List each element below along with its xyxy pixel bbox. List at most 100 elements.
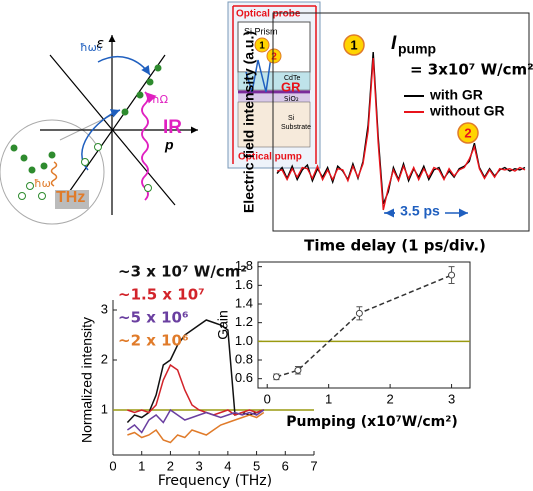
marker-label: 1 — [259, 41, 265, 52]
data-point — [355, 309, 363, 317]
substrate — [237, 101, 311, 148]
y-axis-label: Gain — [215, 310, 231, 340]
y-tick-label: 0.6 — [235, 370, 253, 385]
x-tick-label: 6 — [282, 458, 289, 473]
substrate-label: Substrate — [281, 124, 311, 131]
hole — [18, 192, 26, 200]
y-tick-label: 1 — [101, 401, 108, 416]
trend-line — [276, 274, 452, 378]
thz-photon-label: ħω — [34, 177, 51, 190]
energy-label: ε — [96, 36, 104, 52]
legend-label: with GR — [429, 87, 483, 103]
legend-label: ~5 x 10⁶ — [118, 309, 189, 327]
cdte-label: CdTe — [284, 75, 300, 82]
ir-wave — [141, 91, 157, 201]
data-point — [294, 366, 302, 374]
prism-label: Si Prism — [244, 26, 278, 36]
momentum-label: p — [164, 137, 174, 153]
marker-label: 2 — [271, 52, 277, 63]
probe-path — [232, 5, 317, 164]
oxide-layer — [238, 94, 310, 102]
electron — [40, 162, 48, 170]
peak-marker — [457, 122, 479, 144]
transition-arrow — [97, 55, 151, 76]
x-tick-label: 1 — [138, 458, 145, 473]
hole — [81, 158, 89, 166]
pump-value: = 3x10⁷ W/cm² — [410, 61, 533, 79]
ir-photon-label: ħΩ — [152, 93, 168, 106]
graphene-label: GR — [281, 79, 301, 94]
oxide-label: SiO₂ — [284, 95, 299, 103]
marker-circle — [254, 37, 270, 53]
legend-label: ~1.5 x 10⁷ — [118, 286, 205, 304]
beam-path — [245, 49, 273, 93]
hole — [38, 192, 46, 200]
electron — [20, 154, 28, 162]
pump-subscript: pump — [398, 41, 436, 57]
data-line — [126, 408, 265, 434]
probe-label: Optical probe — [236, 9, 301, 20]
hole — [94, 143, 102, 151]
y-tick-label: 1.0 — [235, 333, 253, 348]
peak-marker — [343, 34, 365, 56]
y-tick-label: 1.8 — [235, 258, 253, 273]
x-axis-label: Time delay (1 ps/div.) — [304, 237, 486, 255]
hole — [144, 184, 152, 192]
data-line — [276, 58, 526, 211]
y-tick-label: 1.6 — [235, 277, 253, 292]
electron — [136, 91, 144, 99]
data-line — [127, 411, 265, 444]
y-axis-label: Electric field intensity (a.u.) — [241, 31, 257, 213]
x-tick-label: 2 — [167, 458, 174, 473]
electron — [28, 166, 36, 174]
delay-label-bg — [395, 204, 445, 220]
thz-wave — [50, 161, 58, 187]
setup-schematic: Optical probe Si Prism 1 2 CdTe GR SiO₂ … — [227, 1, 321, 169]
x-tick-label: 3 — [448, 391, 455, 406]
electron — [48, 151, 56, 159]
data-point — [272, 373, 280, 381]
y-tick-label: 2 — [101, 351, 108, 366]
x-tick-label: 2 — [386, 391, 393, 406]
y-tick-label: 0.8 — [235, 351, 253, 366]
marker-circle — [266, 48, 282, 64]
cdte-layer — [237, 71, 311, 91]
electron — [154, 64, 162, 72]
magnifier — [0, 119, 105, 225]
peak-label: 2 — [464, 125, 471, 140]
x-tick-label: 3 — [196, 458, 203, 473]
peak-label: 1 — [350, 37, 357, 52]
y-tick-label: 1.2 — [235, 314, 253, 329]
substrate-label: Si — [288, 115, 295, 122]
data-line — [127, 363, 265, 416]
x-tick-label: 4 — [224, 458, 231, 473]
hole — [26, 182, 34, 190]
pump-symbol: I — [391, 33, 397, 54]
pump-label: Optical pump — [238, 152, 302, 163]
legend-label: ~3 x 10⁷ W/cm² — [118, 263, 247, 281]
thz-label: THz — [56, 189, 85, 206]
plot-frame — [257, 261, 471, 389]
plot-frame — [272, 12, 530, 232]
electron — [10, 144, 18, 152]
electron — [146, 78, 154, 86]
x-tick-label: 0 — [109, 458, 116, 473]
y-axis-label: Normalized intensity — [79, 317, 95, 443]
band-diagram: ε p ħω₀ ħΩ IR ħω THz — [0, 35, 198, 225]
data-point — [448, 271, 456, 279]
x-tick-label: 1 — [325, 391, 332, 406]
y-tick-label: 3 — [101, 301, 108, 316]
y-tick-label: 1.4 — [235, 295, 253, 310]
x-tick-label: 7 — [310, 458, 317, 473]
pump-photon-label: ħω₀ — [80, 41, 102, 54]
delay-label: 3.5 ps — [400, 203, 440, 219]
x-tick-label: 0 — [264, 391, 271, 406]
x-axis-label: Frequency (THz) — [158, 473, 272, 489]
legend-label: ~2 x 10⁶ — [118, 332, 189, 350]
electron — [121, 108, 129, 116]
x-tick-label: 5 — [253, 458, 260, 473]
x-axis-label: Pumping (x10⁷W/cm²) — [286, 414, 458, 430]
thz-box — [55, 190, 89, 209]
